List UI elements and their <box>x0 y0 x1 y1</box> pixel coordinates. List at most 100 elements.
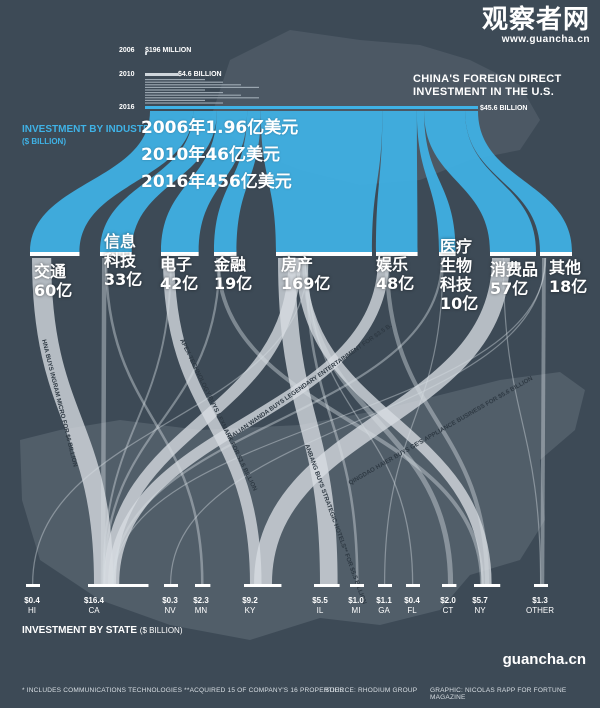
deal-flow <box>102 257 221 585</box>
deal-flow <box>163 257 262 585</box>
state-label-HI: $0.4 HI <box>12 596 52 616</box>
state-code: CT <box>442 606 454 615</box>
state-label-NV: $0.3 NV <box>150 596 190 616</box>
state-label-MI: $1.0 MI <box>336 596 376 616</box>
footnote: * INCLUDES COMMUNICATIONS TECHNOLOGIES *… <box>22 687 344 694</box>
state-bar-IL <box>314 584 340 587</box>
axis-bars <box>26 252 572 587</box>
yearly-bars <box>145 52 478 109</box>
industry-node-realestate <box>276 252 372 256</box>
deal-flow <box>306 257 414 585</box>
state-bar-GA <box>378 584 392 587</box>
year-bar-2016 <box>145 106 478 109</box>
industry-flow-it <box>100 111 217 252</box>
annotation-2010: 2010年46亿美元 <box>141 145 280 165</box>
deal-flow <box>111 257 444 585</box>
deal-flow <box>216 257 484 585</box>
state-code: CA <box>88 606 100 615</box>
state-value: $16.4 <box>83 596 105 605</box>
industry-flow-finance <box>214 111 261 252</box>
state-value: $1.1 <box>376 596 392 605</box>
state-value: $5.7 <box>472 596 488 605</box>
state-value: $5.5 <box>312 596 328 605</box>
industry-flow-realestate <box>260 111 383 252</box>
year-label-2006: 2006 <box>119 47 135 54</box>
deal-flow <box>384 257 444 585</box>
state-value: $9.2 <box>242 596 258 605</box>
deal-flow <box>540 257 546 585</box>
industry-flow-consumer <box>424 111 536 252</box>
source-credit: SOURCE: RHODIUM GROUP <box>325 687 418 694</box>
year-value-2016: $45.6 BILLION <box>480 105 528 112</box>
state-value: $1.0 <box>348 596 364 605</box>
industry-label-transport: 交通 60亿 <box>34 262 73 300</box>
year-bar-stripe <box>145 81 223 83</box>
state-label-CA: $16.4 CA <box>74 596 114 616</box>
state-label-MN: $2.3 MN <box>181 596 221 616</box>
state-bar-NY <box>474 584 501 587</box>
state-code: OTHER <box>526 606 554 615</box>
industry-flow-other <box>465 111 572 252</box>
year-bar-stripe <box>145 97 259 99</box>
industry-flow-electronics <box>161 111 248 252</box>
deal-flow <box>254 257 510 585</box>
state-label-NY: $5.7 NY <box>460 596 500 616</box>
state-value: $0.4 <box>24 596 40 605</box>
year-bar-stripe <box>145 84 241 86</box>
deal-flow <box>170 257 546 585</box>
chart-title: CHINA'S FOREIGN DIRECT INVESTMENT IN THE… <box>413 73 562 98</box>
industry-label-finance: 金融 19亿 <box>214 255 253 293</box>
state-label-IL: $5.5 IL <box>300 596 340 616</box>
state-code: NY <box>474 606 486 615</box>
state-section-title: INVESTMENT BY STATE ($ BILLION) <box>22 625 183 636</box>
industry-node-consumer <box>490 252 536 256</box>
deal-flow <box>502 257 542 585</box>
year-bar-stripe <box>145 92 223 94</box>
year-value-2010: $4.6 BILLION <box>178 71 222 78</box>
industry-node-it <box>100 252 132 256</box>
state-bar-HI <box>26 584 40 587</box>
state-label-CT: $2.0 CT <box>428 596 468 616</box>
year-bar-stripe <box>145 79 205 81</box>
state-code: NV <box>164 606 176 615</box>
deal-flow <box>102 257 172 585</box>
industry-node-health <box>439 252 456 256</box>
industry-flows <box>30 111 572 252</box>
state-value: $1.3 <box>532 596 548 605</box>
deal-flow <box>104 257 204 585</box>
state-label-GA: $1.1 GA <box>364 596 404 616</box>
industry-node-transport <box>30 252 80 256</box>
annotation-2016: 2016年456亿美元 <box>141 172 292 192</box>
industry-node-entertainment <box>376 252 418 256</box>
state-code: IL <box>316 606 324 615</box>
deal-flow <box>32 257 309 585</box>
deal-flow <box>112 257 547 585</box>
state-bar-CT <box>442 584 457 587</box>
state-label-KY: $9.2 KY <box>230 596 270 616</box>
state-label-FL: $0.4 FL <box>392 596 432 616</box>
state-label-OTHER: $1.3 OTHER <box>520 596 560 616</box>
deal-flow <box>32 257 114 585</box>
industry-node-electronics <box>161 252 199 256</box>
industry-label-entertainment: 娱乐 48亿 <box>376 255 415 293</box>
state-code: GA <box>378 606 390 615</box>
state-bar-OTHER <box>534 584 548 587</box>
annotation-2006: 2006年1.96亿美元 <box>141 118 299 138</box>
usa-map-silhouette <box>20 372 585 640</box>
year-bar-2010 <box>145 73 179 76</box>
industry-flow-entertainment <box>376 111 418 252</box>
deal-flow <box>103 257 301 585</box>
deal-flows <box>32 257 547 585</box>
state-code: MI <box>351 606 361 615</box>
state-bar-MI <box>350 584 364 587</box>
industry-label-health: 医疗 生物 科技 10亿 <box>440 237 479 313</box>
bottom-watermark: guancha.cn <box>502 651 586 668</box>
industry-section-title: INVESTMENT BY INDUSTRY ($ BILLION) <box>22 124 157 146</box>
state-code: FL <box>407 606 417 615</box>
industry-label-it: 信息 科技 33亿 <box>104 232 143 289</box>
year-value-2006: $196 MILLION <box>145 47 192 54</box>
year-bar-stripe <box>145 94 241 96</box>
year-bar-stripe <box>145 89 205 91</box>
year-bar-2006 <box>145 52 147 55</box>
industry-label-electronics: 电子 42亿 <box>160 255 199 293</box>
